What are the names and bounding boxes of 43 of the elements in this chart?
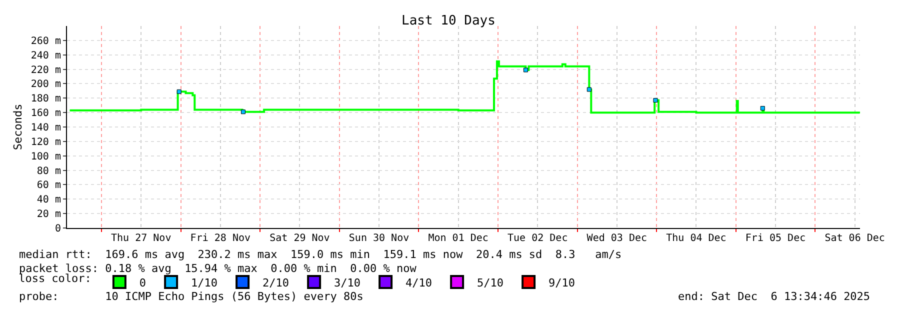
legend-label: 0 (139, 276, 146, 290)
y-tick-label: 40 m (36, 194, 61, 206)
point (176, 89, 182, 94)
y-tick-label: 120 m (30, 136, 61, 148)
point (523, 68, 528, 72)
legend-label: 1/10 (191, 276, 218, 290)
legend-label: 3/10 (334, 276, 361, 290)
y-tick-label: 60 m (36, 180, 61, 192)
legend-label: 4/10 (406, 276, 432, 290)
y-tick-label: 80 m (36, 166, 61, 177)
x-tick-label: Mon 01 Dec (428, 233, 488, 244)
text: median rtt: 169.6 ms avg 230.2 ms max 159.0 ms min 159.1 ms now 20.4 ms sd 8.3 am/s (19, 248, 622, 261)
y-tick-label: 140 m (30, 122, 61, 134)
y-tick-label: 20 m (36, 209, 61, 220)
x-tick-label: Tue 02 Dec (508, 233, 568, 244)
legend-label: 9/10 (548, 276, 576, 290)
point (586, 87, 592, 92)
point (240, 110, 246, 114)
x-tick-label: Sat 29 Nov (270, 233, 330, 244)
y-axis-title: Seconds (12, 104, 25, 150)
chart-title: Last 10 Days (402, 14, 496, 29)
legend-label: 5/10 (477, 276, 504, 290)
point (653, 98, 658, 103)
y-tick-label: 180 m (30, 94, 61, 105)
y-tick-label: 220 m (30, 64, 61, 76)
x-tick-label: Fri 05 Dec (745, 233, 806, 244)
text: probe: 10 ICMP Echo Pings (56 Bytes) every 80s (19, 290, 364, 303)
x-tick-label: Wed 03 Dec (586, 233, 648, 244)
x-tick-label: Sat 06 Dec (824, 233, 885, 244)
point (760, 106, 765, 110)
y-tick-label: 160 m (30, 108, 61, 120)
y-tick-label: 240 m (30, 50, 61, 62)
x-tick-label: Thu 27 Nov (111, 233, 172, 244)
y-tick-label: 260 m (30, 36, 61, 47)
y-tick-label: 200 m (30, 79, 61, 90)
x-tick-label: Fri 28 Nov (190, 233, 251, 244)
x-tick-label: Thu 04 Dec (666, 233, 726, 244)
y-tick-label: 0 (54, 224, 61, 234)
x-tick-label: Sun 30 Nov (348, 233, 410, 244)
y-tick-label: 100 m (30, 151, 61, 162)
text: packet loss: 0.18 % avg 15.94 % max 0.00 % min 0.00 % now (19, 262, 417, 275)
text: end: Sat Dec 6 13:34:46 2025 (678, 290, 870, 303)
legend-label: 2/10 (262, 276, 290, 290)
